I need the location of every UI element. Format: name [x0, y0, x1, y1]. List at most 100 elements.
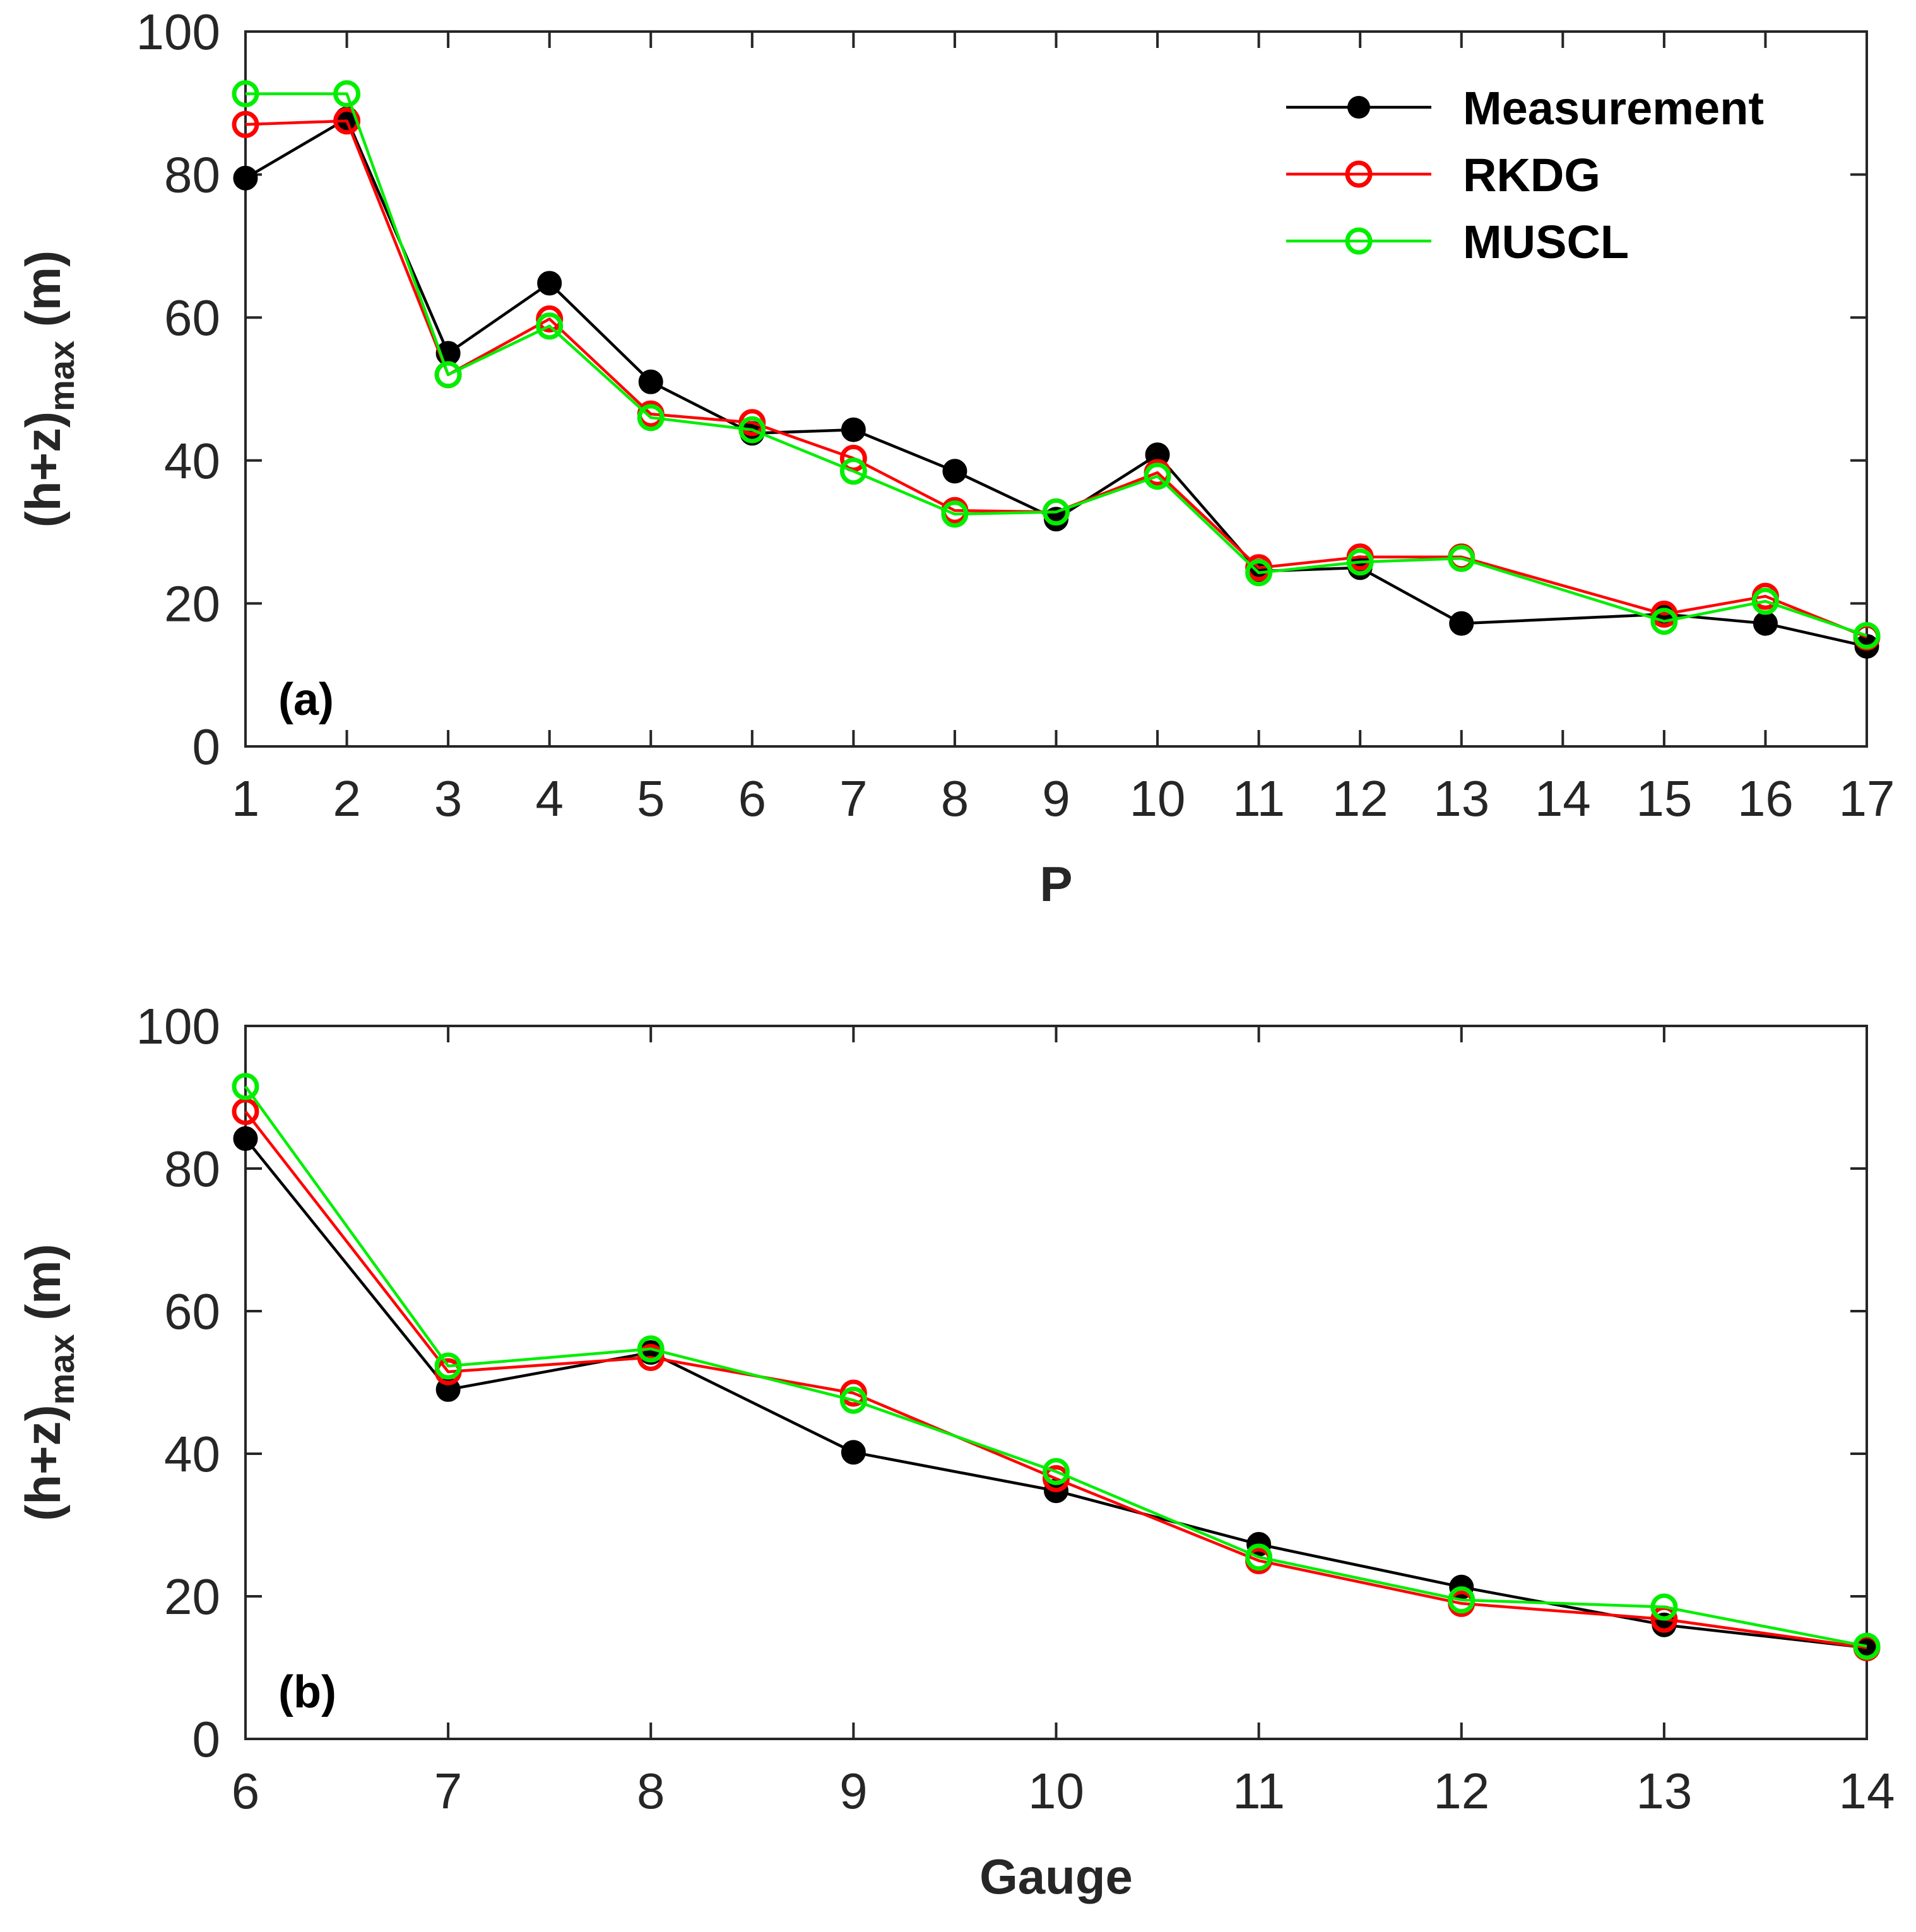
panel-1-series-muscl-point-13 [1650, 1593, 1678, 1621]
panel-1-x-tick-label-12: 12 [1433, 1763, 1489, 1819]
panel-0-x-tick-label-2: 2 [333, 770, 361, 827]
panel-0-y-tick-label-100: 100 [136, 4, 220, 60]
panel-0-panel-label: (a) [278, 674, 334, 725]
panel-0-legend-entry-measurement-marker [1347, 96, 1370, 119]
panel-0-series-muscl-point-7 [839, 457, 867, 485]
panel-1-series-rkdg-point-6 [232, 1098, 259, 1126]
panel-0-legend-entry-rkdg-label: RKDG [1463, 149, 1600, 201]
panel-1-series-muscl-point-9 [839, 1386, 867, 1414]
panel-1-x-axis-label: Gauge [979, 1849, 1133, 1904]
panel-1-series-rkdg-point-8 [637, 1343, 665, 1371]
panel-1-series-muscl-point-14 [1853, 1632, 1881, 1660]
panel-0-series-muscl-point-8 [941, 500, 969, 528]
panel-0-series-rkdg-point-1 [232, 110, 259, 138]
panel-0-legend-entry-measurement: Measurement [1286, 82, 1764, 134]
panel-1-x-tick-label-8: 8 [637, 1763, 665, 1819]
panel-1-series-muscl-point-11 [1245, 1543, 1273, 1571]
panel-0-x-tick-label-8: 8 [941, 770, 969, 827]
panel-0-x-axis-label: P [1039, 856, 1072, 912]
panel-0-legend: Measurement RKDG MUSCL [1286, 82, 1764, 268]
panel-1-series-measurement-point-9 [841, 1440, 866, 1465]
panel-0-series-muscl-point-10 [1144, 462, 1171, 490]
panel-0-series-muscl-point-9 [1043, 498, 1070, 526]
panel-0-series-rkdg-point-2 [333, 107, 361, 135]
panel-0-y-tick-label-40: 40 [164, 433, 220, 489]
panel-1-y-tick-label-40: 40 [164, 1426, 220, 1482]
panel-1-x-tick-label-9: 9 [839, 1763, 868, 1819]
panel-0-series-muscl-point-16 [1751, 587, 1779, 615]
panel-0-series-measurement-point-8 [942, 459, 967, 484]
panel-0-y-axis-label-sub: max [42, 341, 81, 411]
panel-1-x-tick-label-11: 11 [1233, 1763, 1285, 1819]
panel-0-x-tick-label-5: 5 [637, 770, 665, 827]
panel-0-series-muscl-point-3 [434, 361, 462, 389]
panel-1-series-muscl-point-12 [1448, 1586, 1475, 1614]
panel-1-series-muscl-point-10 [1043, 1458, 1070, 1485]
panel-1-y-axis-label-unit: (m) [15, 1244, 71, 1334]
panel-1-x-tick-label-6: 6 [232, 1763, 260, 1819]
panel-1-x-tick-label-7: 7 [434, 1763, 463, 1819]
panel-0-series-muscl-point-17 [1853, 621, 1881, 649]
panel-0-y-tick-label-80: 80 [164, 147, 220, 203]
panel-0-series-muscl [232, 80, 1881, 649]
panel-0-series-measurement-point-16 [1753, 611, 1778, 636]
panel-1-y-axis-label-sub: max [42, 1334, 81, 1405]
panel-0-series-rkdg-line [245, 119, 1867, 639]
panel-1-x-tick-label-10: 10 [1028, 1763, 1084, 1819]
panel-1-x-tick-label-14: 14 [1839, 1763, 1895, 1819]
panel-0-x-tick-label-17: 17 [1839, 770, 1895, 827]
panel-0-series-muscl-line [245, 92, 1867, 637]
panel-1-y-axis-label: (h+z)max (m) [15, 1244, 81, 1521]
panel-0-x-tick-label-6: 6 [738, 770, 767, 827]
panel-0-x-tick-label-16: 16 [1737, 770, 1794, 827]
panel-1-y-tick-label-0: 0 [192, 1711, 221, 1767]
panel-1-y-axis-label-main: (h+z) [15, 1405, 71, 1521]
panel-1-series-measurement-point-6 [233, 1126, 258, 1152]
panel-0-legend-entry-measurement-label: Measurement [1463, 82, 1764, 134]
panel-0-y-tick-label-0: 0 [192, 719, 221, 775]
panel-1-series-muscl [232, 1073, 1881, 1660]
panel-0-series-measurement-point-13 [1449, 611, 1474, 636]
panel-0-legend-entry-rkdg: RKDG [1286, 149, 1600, 201]
panel-0-x-tick-label-13: 13 [1433, 770, 1489, 827]
panel-0-y-axis-label-main: (h+z) [15, 411, 71, 527]
panel-1-y-tick-label-80: 80 [164, 1141, 220, 1197]
panel-0-x-tick-label-12: 12 [1332, 770, 1388, 827]
panel-0-y-axis-label-unit: (m) [15, 250, 71, 341]
panel-0-x-tick-label-9: 9 [1042, 770, 1070, 827]
panel-0-series-muscl-point-1 [232, 80, 259, 108]
panel-0-series-measurement-point-5 [638, 369, 663, 394]
panel-0-x-tick-label-7: 7 [839, 770, 868, 827]
panel-0-y-tick-label-20: 20 [164, 575, 220, 632]
panel-0-legend-entry-rkdg-marker [1345, 160, 1373, 188]
panel-0-y-tick-label-60: 60 [164, 290, 220, 346]
panel-0-series-muscl-point-12 [1346, 548, 1374, 576]
panel-1-x-tick-label-13: 13 [1636, 1763, 1692, 1819]
panel-0-series-muscl-point-5 [637, 404, 665, 432]
panel-0-series-muscl-point-13 [1448, 545, 1475, 572]
panel-0-series-measurement-point-1 [233, 165, 258, 191]
panel-1-series-rkdg-line [244, 1110, 1867, 1649]
panel-1-series-muscl-point-7 [434, 1352, 462, 1380]
panel-0-series-muscl-point-15 [1650, 608, 1678, 635]
panel-1-y-tick-label-20: 20 [164, 1569, 220, 1625]
panel-0-legend-entry-muscl-label: MUSCL [1463, 216, 1629, 268]
panel-0-y-axis-label: (h+z)max (m) [15, 250, 81, 527]
panel-1-panel-label: (b) [278, 1667, 336, 1717]
panel-1-series-muscl-line [244, 1085, 1867, 1648]
panel-0-x-tick-label-1: 1 [232, 770, 260, 827]
panel-0-series-muscl-point-2 [333, 80, 361, 108]
panel-0-legend-entry-muscl: MUSCL [1286, 216, 1629, 268]
panel-0-x-tick-label-14: 14 [1535, 770, 1591, 827]
panel-1-series-muscl-point-8 [637, 1335, 665, 1363]
panel-0-x-tick-label-15: 15 [1636, 770, 1692, 827]
panel-0-x-tick-label-4: 4 [535, 770, 564, 827]
panel-0-series-measurement-line [244, 117, 1867, 648]
panel-1-y-tick-label-100: 100 [136, 998, 220, 1054]
panel-0-x-tick-label-3: 3 [434, 770, 463, 827]
panel-0-series-muscl-point-6 [738, 416, 766, 444]
chart-panel-b: 0 20 40 60 80 100 6 7 8 9 10 11 12 13 14 Gauge (h+z)max … [15, 998, 1895, 1904]
panel-0-x-tick-label-10: 10 [1130, 770, 1186, 827]
